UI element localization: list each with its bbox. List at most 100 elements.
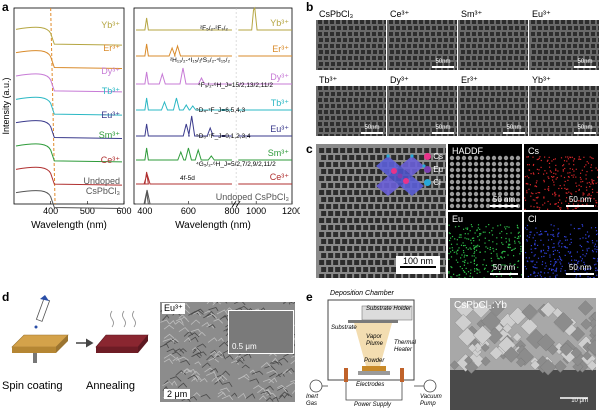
eds-signal-dot bbox=[560, 270, 562, 272]
nanocube bbox=[561, 44, 565, 48]
nanocube bbox=[573, 122, 577, 126]
haadf-particle bbox=[503, 197, 509, 203]
eds-signal-dot bbox=[534, 244, 536, 246]
nanocube bbox=[438, 260, 444, 265]
eds-signal-dot bbox=[529, 184, 531, 186]
eds-signal-dot bbox=[510, 272, 512, 274]
nanocube bbox=[532, 92, 536, 96]
nanocube bbox=[349, 169, 355, 174]
nanocube bbox=[438, 148, 444, 153]
emission-curve bbox=[136, 67, 232, 85]
nanocube bbox=[445, 162, 446, 167]
sem-film-image: Eu³⁺ 0.5 μm 2 μm bbox=[160, 302, 295, 402]
nanocube bbox=[342, 253, 348, 258]
eds-signal-dot bbox=[593, 264, 596, 266]
eds-signal-dot bbox=[560, 263, 562, 265]
nanocube bbox=[479, 104, 483, 108]
nanocube bbox=[372, 56, 376, 60]
nanocube bbox=[440, 225, 446, 230]
nanocube bbox=[413, 32, 417, 36]
eds-signal-dot bbox=[521, 274, 522, 276]
nanocube bbox=[556, 116, 560, 120]
grain-edge bbox=[206, 302, 216, 305]
eds-signal-dot bbox=[559, 261, 561, 263]
eds-signal-dot bbox=[532, 266, 534, 268]
nanocube bbox=[328, 169, 334, 174]
nanocube bbox=[585, 68, 589, 70]
nanocube bbox=[395, 110, 399, 114]
nanocube bbox=[390, 116, 394, 120]
nanocube bbox=[508, 20, 512, 24]
panel-d: d Spin coating Annealing Eu³⁺ 0.5 μm 2 μ… bbox=[0, 290, 300, 415]
eds-signal-dot bbox=[508, 244, 510, 246]
eds-signal-dot bbox=[533, 234, 536, 236]
nanocube bbox=[382, 232, 388, 237]
nanocube bbox=[514, 86, 518, 90]
nanocube bbox=[502, 44, 506, 48]
eds-signal-dot bbox=[473, 255, 475, 257]
nanocube bbox=[521, 92, 525, 96]
eds-signal-dot bbox=[533, 173, 535, 175]
nanocube bbox=[579, 32, 583, 36]
eds-scale-bar: 50 nm bbox=[490, 195, 518, 207]
nanocube bbox=[537, 56, 541, 60]
nanocube bbox=[515, 128, 519, 132]
haadf-particle bbox=[467, 203, 473, 209]
grain-edge bbox=[260, 362, 271, 368]
nanocube bbox=[556, 38, 560, 42]
eds-signal-dot bbox=[532, 172, 534, 174]
nanocube bbox=[485, 128, 489, 132]
grain-edge bbox=[192, 311, 201, 317]
grain-edge bbox=[163, 340, 176, 346]
eds-signal-dot bbox=[526, 175, 528, 177]
grain-edge bbox=[264, 388, 272, 395]
crystal-facet bbox=[503, 346, 520, 363]
eds-signal-dot bbox=[551, 269, 553, 271]
nanocube bbox=[401, 86, 405, 90]
eds-signal-dot bbox=[595, 202, 597, 204]
eds-signal-dot bbox=[540, 230, 542, 232]
eds-signal-dot bbox=[554, 158, 556, 160]
nanocube bbox=[385, 116, 386, 120]
nanocube bbox=[543, 122, 547, 126]
nanocube bbox=[413, 134, 417, 136]
nanocube bbox=[360, 44, 364, 48]
eds-signal-dot bbox=[564, 270, 566, 272]
nanocube bbox=[461, 26, 465, 30]
nanocube bbox=[438, 92, 442, 96]
nanocube bbox=[330, 134, 334, 136]
nanocube bbox=[349, 155, 355, 160]
nanocube bbox=[419, 225, 425, 230]
eds-signal-dot bbox=[595, 227, 597, 229]
eds-signal-dot bbox=[590, 166, 592, 168]
nanocube bbox=[395, 122, 399, 126]
nanocube bbox=[478, 32, 482, 36]
nanocube bbox=[354, 86, 358, 90]
nanocube bbox=[597, 110, 599, 114]
nanocube bbox=[324, 56, 328, 60]
nanocube bbox=[382, 204, 388, 209]
grain-edge bbox=[190, 319, 201, 325]
nanocube bbox=[432, 26, 436, 30]
nanocube bbox=[514, 44, 518, 48]
nanocube bbox=[333, 232, 339, 237]
nanocube bbox=[331, 26, 335, 30]
eds-signal-dot bbox=[554, 261, 556, 263]
nanocube bbox=[347, 204, 353, 209]
eds-signal-dot bbox=[452, 249, 454, 251]
nanocube bbox=[342, 225, 348, 230]
eds-signal-dot bbox=[473, 240, 475, 242]
eds-signal-dot bbox=[540, 251, 542, 253]
haadf-particle bbox=[473, 173, 479, 179]
nanocube bbox=[531, 122, 535, 126]
eds-signal-dot bbox=[468, 238, 470, 240]
eds-signal-dot bbox=[552, 250, 554, 252]
nanocube bbox=[319, 148, 325, 153]
eds-signal-dot bbox=[448, 272, 450, 274]
nanocube bbox=[370, 155, 376, 160]
tem-scale-bar: 50nm bbox=[503, 125, 525, 134]
grain-edge bbox=[283, 393, 293, 399]
nanocube bbox=[361, 218, 367, 223]
eds-signal-dot bbox=[464, 233, 466, 235]
